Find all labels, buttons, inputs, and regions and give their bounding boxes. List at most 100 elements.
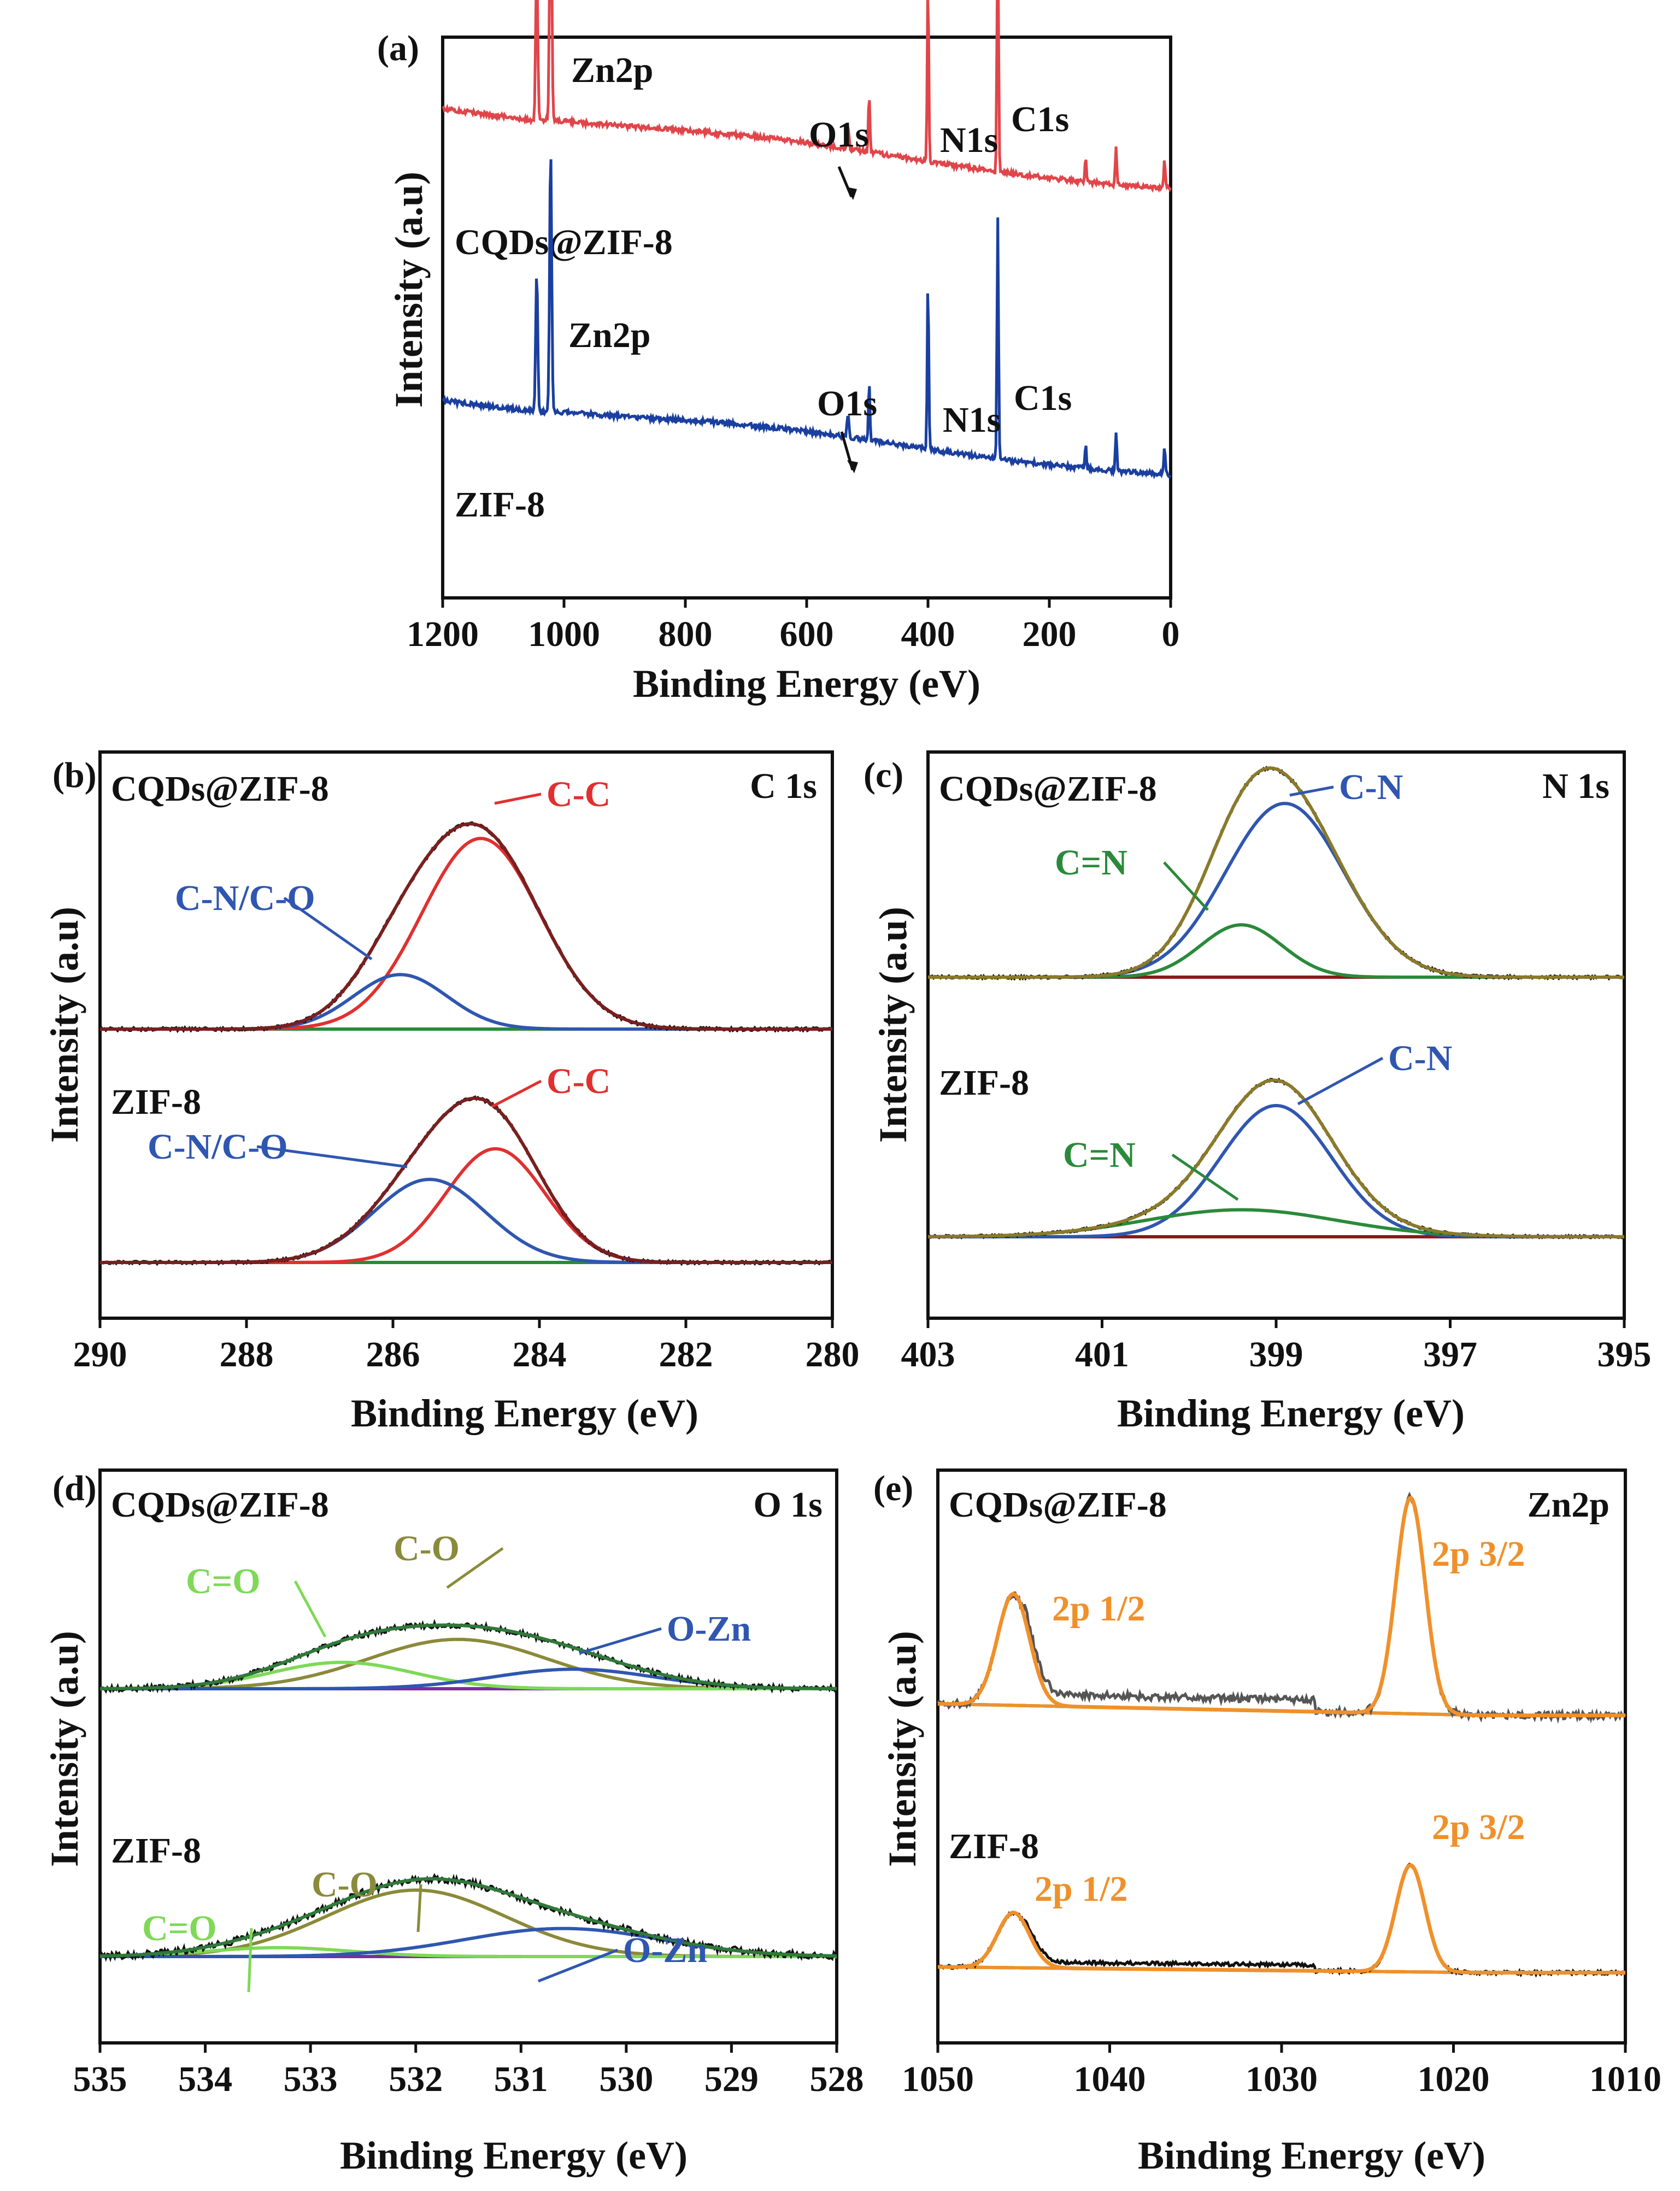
component-label: 2p 3/2: [1432, 1807, 1525, 1847]
x-tick-label: 403: [901, 1335, 955, 1374]
sample-name: ZIF-8: [939, 1063, 1029, 1103]
envelope-fit-line: [938, 1495, 1625, 1718]
component-label: C-O: [312, 1865, 378, 1905]
sample-name: ZIF-8: [111, 1082, 201, 1122]
component-label: C-N: [1339, 767, 1403, 807]
sample-name: CQDs@ZIF-8: [949, 1485, 1167, 1525]
panel-b-label: (b): [52, 755, 97, 795]
component-label: C=O: [186, 1561, 261, 1601]
component-pointer: [491, 1079, 542, 1108]
fit-component-line: [928, 802, 1624, 979]
panel-c-plot: 403 401 399 397 395 CQDs@ZIF-8 C-N C=N ZIF-8 C-N C…: [901, 765, 1652, 1374]
component-pointer: [1297, 1056, 1384, 1106]
panel-c: 403 401 399 397 395 CQDs@ZIF-8 C-N C=N ZIF-8 C-N C…: [864, 750, 1652, 1435]
x-tick-label: 1030: [1246, 2059, 1318, 2099]
panel-b-core-level: C 1s: [750, 766, 817, 806]
component-pointer: [1171, 1153, 1239, 1201]
x-tick-label: 399: [1249, 1335, 1303, 1374]
panel-d-label: (d): [52, 1469, 97, 1508]
peak-annotation: N1s: [943, 400, 1001, 440]
panel-b-xlabel: Binding Energy (eV): [351, 1391, 698, 1435]
x-tick-label: 200: [1023, 614, 1077, 654]
panel-b: 290 288 286 284 282 280 CQDs@ZIF-8 C-C C-N/C-O ZI…: [43, 750, 860, 1435]
fit-component-line: [100, 1177, 832, 1264]
raw-data-line: [98, 821, 833, 1033]
component-pointer: [293, 1580, 327, 1638]
o1s-arrowhead: [847, 460, 858, 473]
panel-e-xlabel: Binding Energy (eV): [1138, 2134, 1485, 2177]
x-tick-label: 532: [389, 2059, 443, 2099]
x-tick-label: 800: [659, 614, 713, 654]
x-tick-label: 600: [780, 614, 834, 654]
fit-component-line: [100, 1946, 837, 1958]
x-tick-label: 290: [73, 1335, 127, 1374]
peak-annotation: N1s: [940, 120, 998, 160]
component-label: 2p 1/2: [1052, 1589, 1146, 1629]
x-tick-label: 1040: [1074, 2059, 1146, 2099]
x-tick-label: 1050: [902, 2059, 974, 2099]
component-pointer: [256, 1145, 408, 1168]
peak-annotation: Zn2p: [568, 315, 650, 355]
fit-component-line: [928, 923, 1624, 979]
x-tick-label: 288: [220, 1335, 274, 1374]
component-pointer: [579, 1627, 662, 1655]
component-label: C=N: [1063, 1135, 1136, 1175]
o1s-arrowhead: [846, 187, 857, 200]
sample-name: CQDs@ZIF-8: [939, 769, 1157, 809]
panel-c-label: (c): [864, 755, 903, 795]
peak-annotation: C1s: [1011, 99, 1069, 139]
survey-series-line: [442, 159, 1172, 479]
component-pointer: [446, 1547, 504, 1589]
fit-component-line: [928, 1104, 1624, 1238]
envelope-fit-line: [100, 1623, 837, 1690]
component-label: C-N: [1388, 1038, 1452, 1078]
component-label: C=O: [142, 1908, 217, 1948]
x-tick-label: 531: [494, 2059, 548, 2099]
x-tick-label: 282: [659, 1335, 713, 1374]
panel-d-frame: [98, 1469, 838, 2045]
component-pointer: [1163, 861, 1209, 911]
component-label: O-Zn: [667, 1609, 751, 1649]
component-label: C-N/C-O: [175, 878, 315, 918]
component-label: O-Zn: [623, 1930, 707, 1970]
panel-e-plot: 1050 1040 1030 1020 1010 CQDs@ZIF-8 2p 3/2 2p 1…: [902, 1485, 1661, 2099]
survey-series-line: [442, 0, 1172, 193]
panel-b-frame: [98, 750, 834, 1320]
panel-e: 1050 1040 1030 1020 1010 CQDs@ZIF-8 2p 3/2 2p 1…: [873, 1469, 1661, 2177]
panel-c-core-level: N 1s: [1542, 766, 1609, 806]
panel-b-ylabel: Intensity (a.u): [43, 907, 86, 1143]
panel-d-xlabel: Binding Energy (eV): [340, 2134, 688, 2177]
sample-name: CQDs@ZIF-8: [111, 769, 329, 809]
panel-e-core-level: Zn2p: [1528, 1485, 1609, 1525]
envelope-fit-line: [99, 1877, 837, 1958]
panel-e-label: (e): [873, 1469, 913, 1508]
x-tick-label: 1200: [407, 614, 479, 654]
component-pointer: [1289, 785, 1334, 797]
panel-a-plot: 1200 1000 800 600 400 200 0 CQDs@ZIF-8 ZIF-8 Zn2p…: [407, 0, 1180, 654]
x-tick-label: 533: [284, 2059, 338, 2099]
component-pointer: [494, 792, 542, 805]
envelope-fit-line: [927, 1078, 1624, 1238]
raw-data-line: [99, 1095, 833, 1266]
peak-annotation: O1s: [817, 384, 877, 424]
component-pointer: [283, 896, 373, 961]
survey-series-label: ZIF-8: [455, 485, 545, 525]
x-tick-label: 529: [704, 2059, 759, 2099]
envelope-fit-line: [928, 766, 1624, 979]
x-tick-label: 284: [513, 1335, 567, 1374]
x-tick-label: 395: [1597, 1335, 1652, 1374]
x-tick-label: 401: [1075, 1335, 1129, 1374]
x-tick-label: 286: [366, 1335, 420, 1374]
peak-annotation: C1s: [1014, 378, 1072, 418]
panel-d-ylabel: Intensity (a.u): [43, 1631, 86, 1867]
x-tick-label: 400: [901, 614, 955, 654]
x-tick-label: 528: [810, 2059, 864, 2099]
panel-c-ylabel: Intensity (a.u): [871, 907, 915, 1143]
survey-series-label: CQDs@ZIF-8: [455, 222, 673, 262]
component-label: C-C: [547, 1061, 610, 1101]
component-label: C-C: [547, 774, 610, 814]
peak-annotation: Zn2p: [571, 50, 653, 90]
component-pointer: [416, 1884, 422, 1932]
envelope-fit-line: [100, 822, 832, 1031]
component-label: 2p 3/2: [1432, 1534, 1525, 1574]
